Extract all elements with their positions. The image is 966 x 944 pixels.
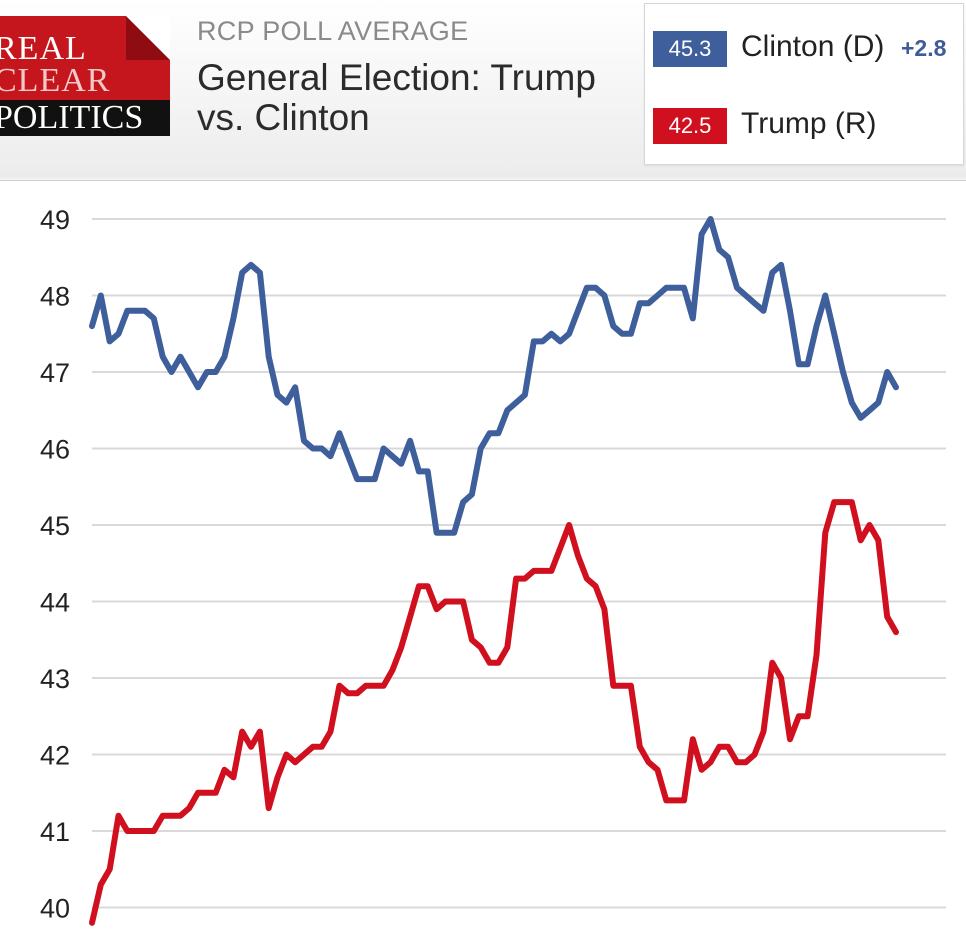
series-lines [89, 216, 899, 926]
spread-value: +2.8 [901, 35, 947, 61]
y-tick-label: 44 [40, 588, 70, 618]
trump-series-line[interactable] [89, 499, 899, 926]
poll-average-label: RCP POLL AVERAGE [197, 16, 469, 46]
header: REAL CLEAR POLITICS RCP POLL AVERAGE Gen… [0, 0, 966, 178]
trump-value-badge: 42.5 [653, 108, 727, 144]
clinton-series-line[interactable] [89, 216, 899, 536]
logo-fold-corner [126, 16, 170, 60]
page-title: General Election: Trump vs. Clinton [197, 57, 596, 138]
clinton-name: Clinton (D) [741, 30, 885, 63]
logo-line-2: CLEAR [0, 62, 111, 99]
trump-name: Trump (R) [741, 107, 877, 140]
y-tick-label: 48 [40, 282, 70, 312]
rcp-logo[interactable]: REAL CLEAR POLITICS [0, 16, 170, 136]
y-tick-label: 49 [40, 205, 70, 235]
clinton-value-badge: 45.3 [653, 31, 727, 67]
legend-panel: 45.3 Clinton (D) +2.8 42.5 Trump (R) [644, 3, 964, 165]
y-tick-label: 46 [40, 435, 70, 465]
y-tick-label: 43 [40, 664, 70, 694]
y-tick-label: 42 [40, 741, 70, 771]
logo-line-3: POLITICS [0, 100, 170, 136]
y-tick-label: 47 [40, 358, 70, 388]
chart-area[interactable]: 49 48 47 46 45 44 43 42 41 40 [0, 180, 966, 944]
line-chart: 49 48 47 46 45 44 43 42 41 40 [40, 205, 946, 926]
y-axis-ticks: 49 48 47 46 45 44 43 42 41 40 [40, 205, 70, 924]
y-tick-label: 41 [40, 817, 70, 847]
logo-line-1: REAL [0, 30, 87, 67]
y-tick-label: 40 [40, 894, 70, 924]
grid-lines [92, 218, 946, 909]
y-tick-label: 45 [40, 511, 70, 541]
